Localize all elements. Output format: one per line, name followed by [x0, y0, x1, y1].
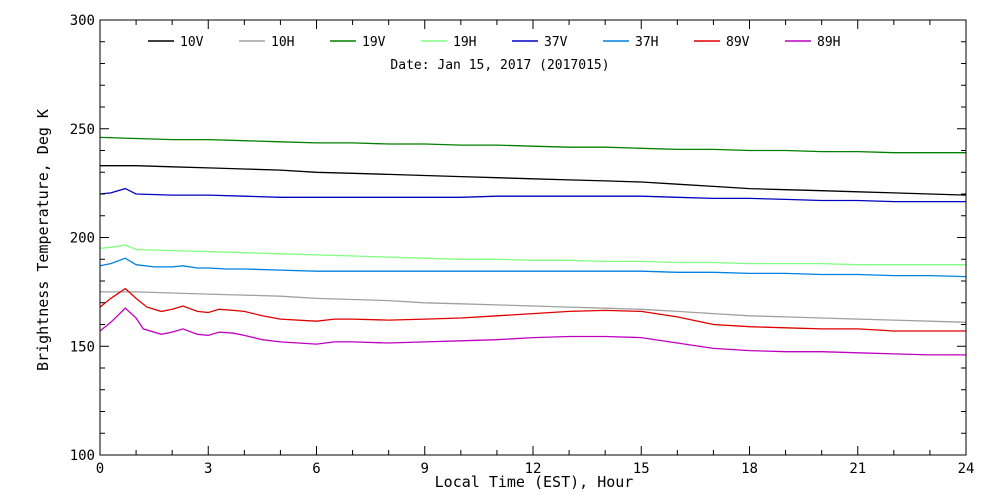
series-line-89h — [99, 307, 966, 356]
legend-label-10h: 10H — [271, 35, 294, 50]
x-tick-label: 15 — [633, 461, 650, 477]
legend-label-89h: 89H — [817, 35, 840, 50]
x-tick-label: 9 — [421, 461, 429, 477]
x-axis-title: Local Time (EST), Hour — [435, 473, 634, 491]
plot-area — [99, 136, 967, 356]
legend-label-19v: 19V — [362, 35, 386, 50]
legend-label-37v: 37V — [544, 35, 568, 50]
y-tick-label: 200 — [70, 231, 95, 247]
y-tick-label: 250 — [70, 122, 95, 138]
series-line-37v — [99, 187, 966, 203]
series-line-10v — [100, 165, 967, 196]
y-tick-label: 150 — [70, 339, 95, 355]
series-line-19v — [99, 136, 966, 154]
chart-subtitle: Date: Jan 15, 2017 (2017015) — [390, 58, 609, 73]
x-tick-label: 3 — [204, 461, 212, 477]
series-line-19h — [99, 244, 966, 266]
x-tick-label: 0 — [96, 461, 104, 477]
series-line-89v — [99, 287, 966, 332]
y-tick-label: 300 — [70, 13, 95, 29]
axes: 0 3 6 9 12 15 18 21 24 100 150 200 250 300 — [70, 13, 975, 477]
legend-label-37h: 37H — [635, 35, 658, 50]
legend-label-19h: 19H — [453, 35, 476, 50]
legend: 10V 10H 19V 19H 37V 37H 89V 89H — [148, 35, 840, 50]
y-tick-label: 100 — [70, 448, 95, 464]
x-tick-label: 6 — [312, 461, 320, 477]
legend-label-89v: 89V — [726, 35, 750, 50]
series-line-10h — [100, 291, 967, 323]
x-tick-label: 18 — [741, 461, 758, 477]
x-tick-label: 24 — [958, 461, 975, 477]
series-line-37h — [99, 257, 967, 278]
x-tick-label: 21 — [849, 461, 866, 477]
legend-label-10v: 10V — [180, 35, 204, 50]
y-axis-title: Brightness Temperature, Deg K — [34, 109, 52, 371]
plot-frame — [99, 19, 967, 456]
x-tick-label: 12 — [525, 461, 542, 477]
